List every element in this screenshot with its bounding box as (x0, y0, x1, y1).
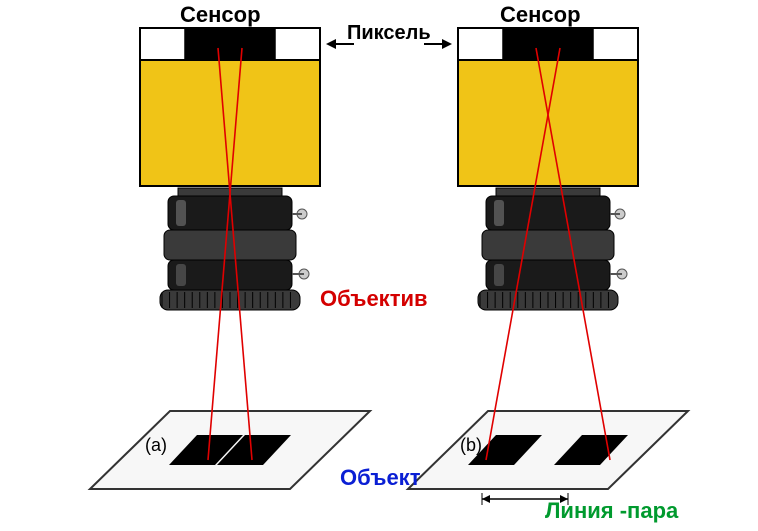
diagram-canvas (0, 0, 758, 531)
label-sensor-right: Сенсор (500, 2, 581, 28)
label-line-pair: Линия -пара (545, 498, 678, 524)
label-object: Объект (340, 465, 420, 491)
label-sensor-left: Сенсор (180, 2, 261, 28)
label-pixel: Пиксель (347, 22, 431, 45)
label-a: (a) (145, 435, 167, 456)
label-lens: Объектив (320, 286, 428, 312)
label-b: (b) (460, 435, 482, 456)
